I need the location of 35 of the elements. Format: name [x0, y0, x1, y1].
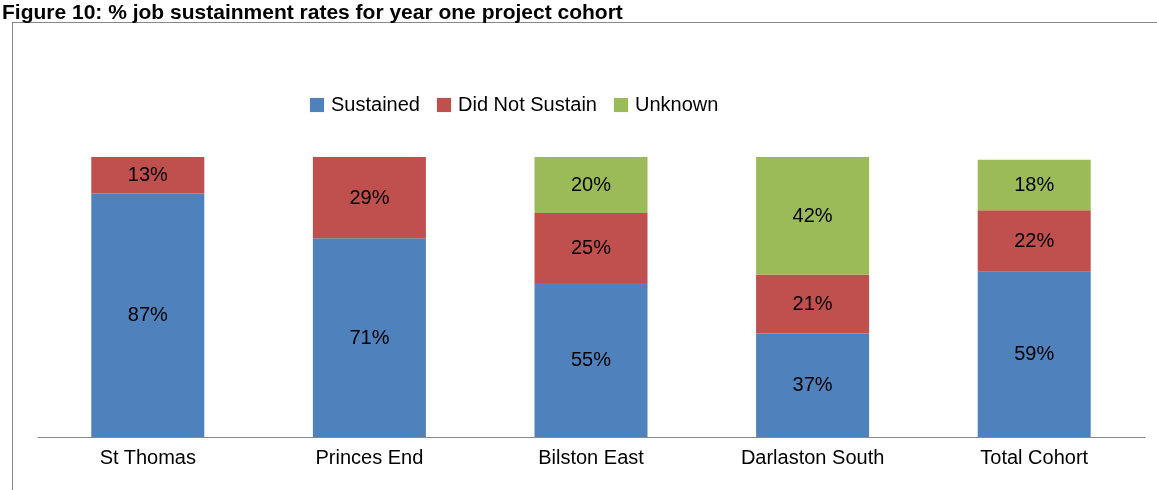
x-tick-label: St Thomas: [99, 445, 196, 468]
legend-label: Sustained: [331, 93, 420, 115]
data-label: 18%: [1014, 173, 1055, 195]
bar: [534, 213, 648, 283]
bar: [977, 210, 1091, 272]
bar: [977, 271, 1091, 437]
data-label: 22%: [1014, 229, 1055, 251]
bar: [756, 274, 870, 334]
data-label: 29%: [349, 185, 390, 208]
legend-label: Unknown: [635, 93, 719, 115]
x-tick-label: Bilston East: [538, 445, 645, 468]
data-label: 20%: [570, 173, 612, 195]
data-label: 59%: [1014, 342, 1055, 365]
bar: [91, 193, 205, 437]
x-tick-label: Princes End: [315, 445, 424, 468]
data-label: 55%: [570, 348, 612, 370]
bar: [977, 159, 1091, 211]
bar: [312, 157, 426, 239]
legend-label: Did Not Sustain: [458, 93, 597, 115]
bar: [756, 333, 870, 437]
x-tick-label: Total Cohort: [980, 445, 1089, 468]
data-label: 37%: [792, 373, 833, 396]
x-tick-label: Darlaston South: [740, 445, 885, 468]
data-label: 71%: [349, 325, 390, 348]
data-label: 21%: [792, 292, 833, 314]
bar: [534, 283, 648, 437]
bar: [91, 157, 205, 194]
data-label: 13%: [127, 163, 169, 186]
data-label: 87%: [127, 303, 169, 326]
bar: [756, 157, 870, 275]
data-label: 42%: [792, 203, 833, 226]
bar: [312, 238, 426, 437]
bar: [534, 157, 648, 213]
chart-title: Figure 10: % job sustainment rates for year one project cohort: [2, 0, 623, 24]
data-label: 25%: [570, 236, 612, 258]
